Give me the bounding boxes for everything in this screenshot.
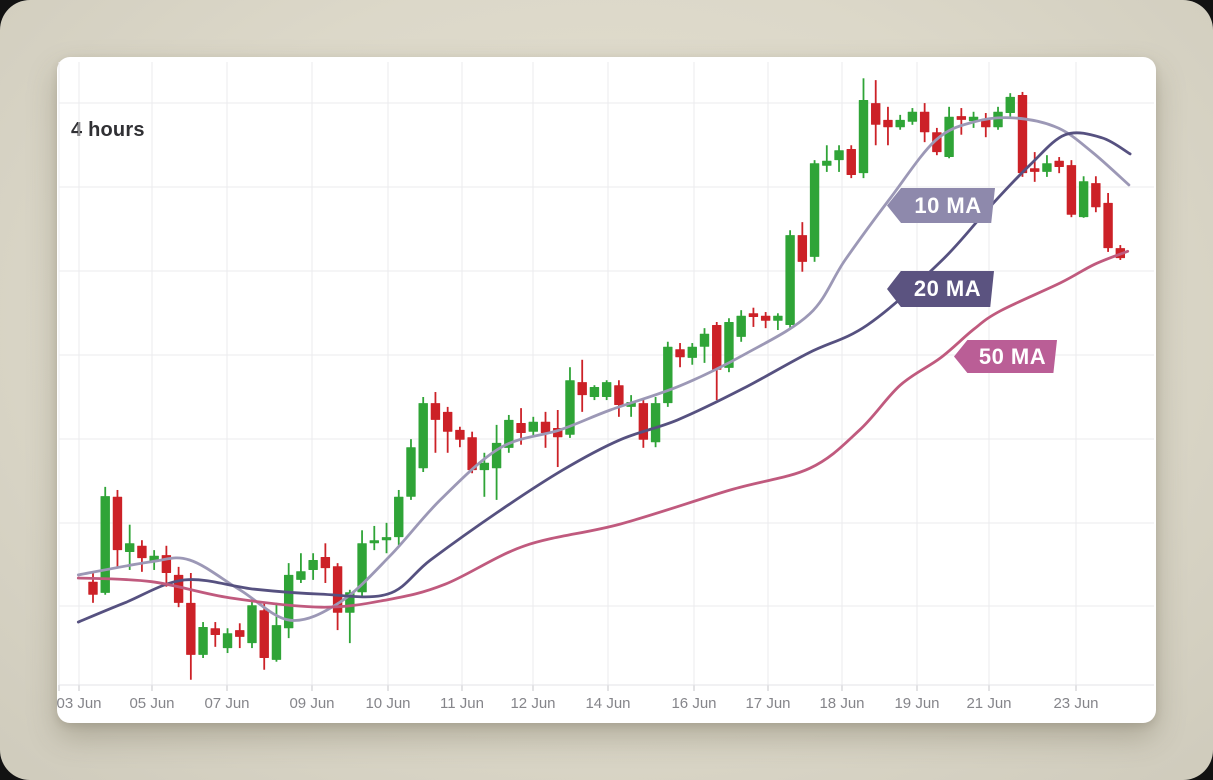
candle-body (944, 116, 954, 158)
candle-body (455, 429, 465, 440)
ma50-badge-label: 50 MA (978, 343, 1047, 369)
candle-body (956, 116, 967, 120)
candle-body (785, 235, 795, 326)
candle-body (394, 496, 404, 538)
candle-body (271, 625, 282, 660)
candle-body (846, 148, 856, 176)
candle-body (430, 403, 441, 420)
candle-body (222, 633, 233, 649)
x-axis-label: 14 Jun (585, 695, 630, 712)
candle-body (724, 321, 734, 368)
x-axis-label: 11 Jun (440, 695, 484, 712)
candle-body (663, 346, 673, 404)
candle-body (675, 349, 685, 358)
candle-body (235, 630, 245, 637)
candle-body (137, 545, 147, 559)
candle-body (1054, 160, 1064, 167)
candle-body (112, 496, 123, 551)
candle-body (871, 103, 881, 125)
candle-body (296, 571, 306, 580)
candle-body (822, 160, 832, 166)
candle-body (540, 421, 551, 433)
x-axis-label: 03 Jun (57, 695, 102, 712)
candle-body (369, 540, 379, 544)
candle-body (467, 437, 477, 471)
candle-body (381, 537, 392, 541)
candle-body (748, 313, 759, 317)
candle-body (981, 119, 991, 128)
x-axis-label: 05 Jun (129, 695, 174, 712)
candle-body (406, 447, 416, 497)
ma10-badge-label: 10 MA (914, 192, 982, 218)
candle-body (919, 111, 930, 133)
candle-body (895, 119, 905, 128)
candle-body (797, 235, 808, 262)
ma-line-50-ma (76, 249, 1130, 609)
candle-body (1066, 165, 1077, 215)
candle-body (809, 163, 820, 257)
x-axis-label: 12 Jun (510, 695, 555, 712)
candle-body (198, 627, 208, 655)
candle-body (1042, 163, 1052, 172)
candle-body (883, 119, 893, 128)
candle-body (614, 385, 624, 406)
timeframe-label: 4 hours (71, 119, 145, 141)
candle-body (1091, 183, 1101, 208)
candle-body (858, 100, 869, 174)
candle-body (124, 543, 135, 552)
candle-body (712, 325, 722, 370)
candle-body (88, 581, 98, 595)
candle-body (479, 462, 490, 471)
candle-body (834, 150, 844, 161)
x-axis-label: 19 Jun (894, 695, 939, 712)
candle-body (247, 605, 257, 644)
candle-body (1005, 96, 1015, 114)
candle-body (589, 387, 600, 397)
candle-body (1017, 95, 1028, 174)
candle-body (565, 380, 575, 435)
chart-card: 4 hours 03 Jun 05 Jun 07 Jun 09 Jun 10 Jun 11… (57, 57, 1156, 723)
candle-body (1030, 168, 1040, 172)
candle-body (699, 333, 710, 347)
x-axis-label: 07 Jun (204, 695, 249, 712)
candle-body (186, 602, 196, 655)
candle-body (773, 315, 783, 321)
candle-body (650, 403, 661, 443)
ma20-badge: 20 MA (887, 271, 994, 307)
candle-body (687, 346, 697, 358)
x-axis-label: 23 Jun (1053, 695, 1098, 712)
candle-body (760, 315, 771, 321)
ma-line-20-ma (76, 131, 1132, 624)
x-axis-label: 16 Jun (671, 695, 716, 712)
candle-body (516, 423, 526, 433)
candle-body (320, 556, 331, 569)
ma-line-10-ma (76, 116, 1131, 622)
candle-body (736, 315, 746, 337)
x-axis-label: 17 Jun (745, 695, 790, 712)
candle-body (418, 403, 428, 469)
ma10-badge: 10 MA (887, 188, 995, 223)
candle-body (259, 610, 269, 658)
candle-body (1103, 202, 1113, 249)
x-axis-label: 09 Jun (289, 695, 334, 712)
candle-body (442, 411, 453, 432)
candle-body (528, 421, 538, 432)
candle-body (993, 111, 1003, 128)
x-axis-label: 10 Jun (365, 695, 410, 712)
candle-body (638, 403, 649, 440)
ma20-badge-label: 20 MA (913, 276, 982, 301)
x-axis-label: 21 Jun (966, 695, 1011, 712)
candle-body (210, 628, 220, 636)
candle-body (907, 111, 918, 122)
candle-body (504, 419, 514, 448)
candle-body (308, 560, 318, 570)
candlestick-chart: 03 Jun 05 Jun 07 Jun 09 Jun 10 Jun 11 Jun 12 J… (57, 62, 1154, 712)
candle-body (283, 574, 294, 629)
candle-body (577, 382, 587, 396)
candle-body (1078, 181, 1089, 218)
ma50-badge: 50 MA (954, 340, 1057, 373)
x-axis-label: 18 Jun (819, 695, 864, 712)
candle-body (601, 382, 612, 397)
